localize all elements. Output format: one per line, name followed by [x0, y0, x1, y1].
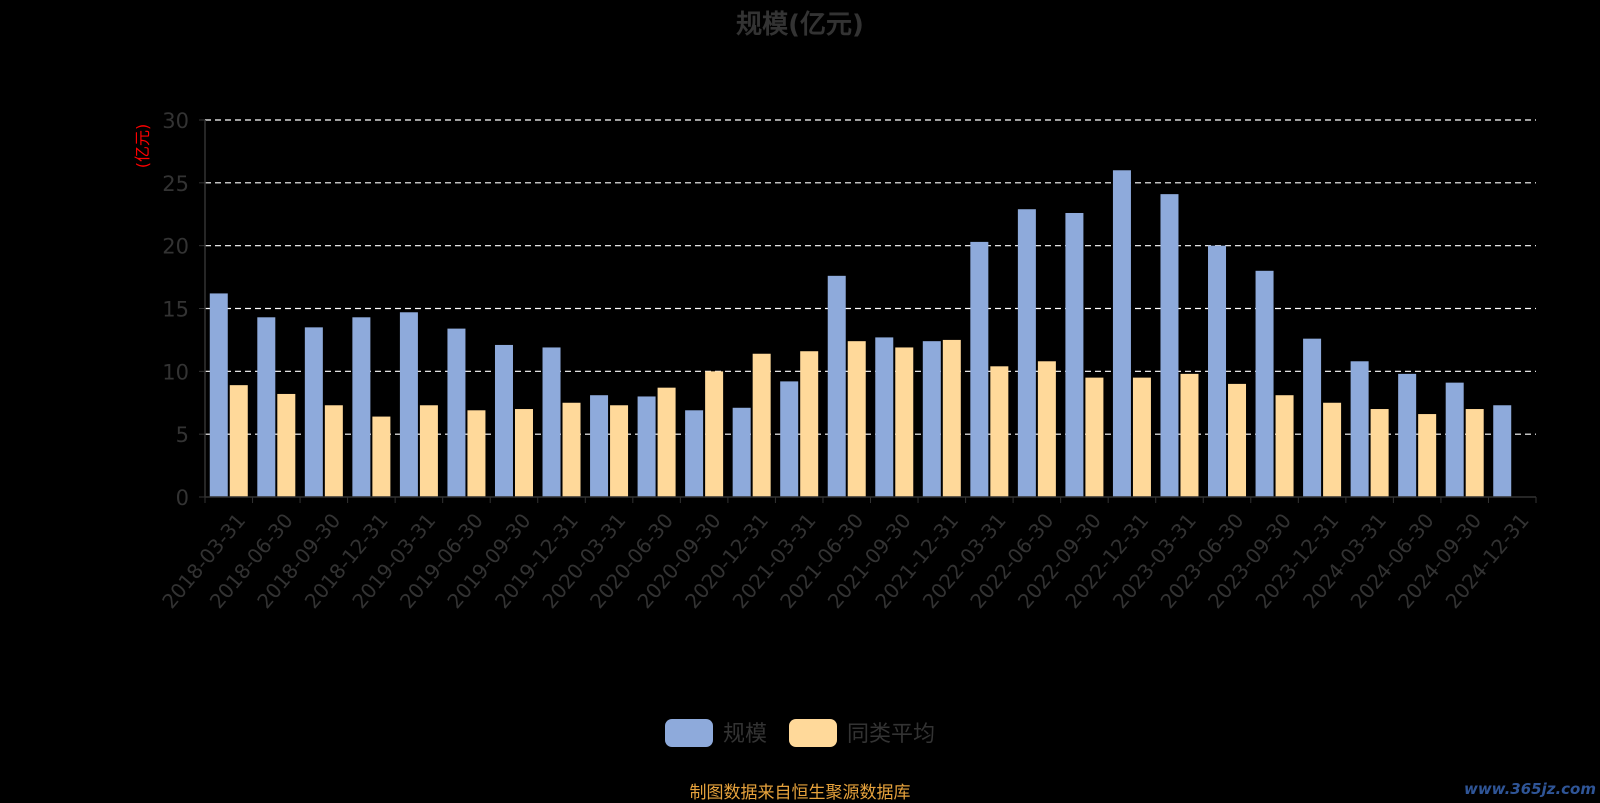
bar-scale: [922, 341, 941, 497]
y-tick-label: 10: [162, 360, 189, 384]
bar-scale: [1493, 405, 1512, 497]
chart-title: 规模(亿元): [736, 10, 864, 40]
y-tick-label: 20: [162, 235, 189, 259]
bar-scale: [1350, 361, 1369, 497]
bar-category-average: [1228, 383, 1247, 497]
y-tick-label: 25: [162, 172, 189, 196]
bar-category-average: [942, 339, 961, 497]
y-tick-label: 30: [162, 109, 189, 133]
bar-scale: [447, 328, 466, 497]
bar-scale: [542, 347, 561, 497]
bar-category-average: [610, 405, 629, 497]
bar-scale: [685, 410, 704, 497]
bar-category-average: [1132, 377, 1151, 497]
bar-category-average: [847, 341, 866, 497]
bars: [209, 170, 1512, 498]
y-tick-label: 15: [162, 298, 189, 322]
bar-category-average: [467, 410, 486, 497]
bar-category-average: [229, 385, 248, 497]
bar-category-average: [800, 351, 819, 497]
bar-category-average: [1085, 377, 1104, 497]
bar-scale: [590, 395, 609, 497]
bar-category-average: [562, 402, 581, 497]
y-axis-ticks: 0 5 10 15 20 25 30: [162, 109, 205, 510]
bar-category-average: [990, 366, 1009, 497]
bar-scale: [1303, 338, 1322, 497]
bar-category-average: [1370, 409, 1389, 497]
bar-scale: [399, 312, 418, 497]
legend-item-scale[interactable]: 规模: [665, 719, 767, 747]
bar-scale: [970, 241, 989, 497]
bar-category-average: [1037, 361, 1056, 497]
watermark: www.365jz.com: [1463, 780, 1596, 798]
bar-category-average: [1418, 414, 1437, 497]
bar-scale: [1160, 194, 1179, 498]
bar-category-average: [372, 416, 391, 497]
legend-swatch: [789, 719, 837, 747]
bar-scale: [1208, 245, 1227, 497]
legend-swatch: [665, 719, 713, 747]
legend-item-category-average[interactable]: 同类平均: [789, 719, 935, 747]
bar-category-average: [419, 405, 438, 497]
x-axis-ticks: 2018-03-312018-06-302018-09-302018-12-31…: [157, 497, 1537, 613]
bar-scale: [780, 381, 799, 497]
bar-scale: [1255, 270, 1274, 497]
gridlines: [205, 119, 1536, 435]
bar-scale: [1112, 170, 1131, 497]
bar-category-average: [705, 371, 724, 497]
bar-category-average: [1180, 373, 1199, 497]
bar-category-average: [324, 405, 343, 497]
bar-scale: [1445, 382, 1464, 497]
bar-category-average: [1275, 395, 1294, 497]
bar-scale: [875, 337, 894, 497]
bar-category-average: [277, 393, 296, 497]
bar-category-average: [895, 347, 914, 497]
bar-scale: [209, 293, 228, 497]
legend-label: 同类平均: [847, 722, 935, 747]
bar-scale: [494, 344, 513, 497]
bar-scale: [732, 407, 751, 497]
bar-scale: [637, 396, 656, 497]
y-tick-label: 0: [176, 486, 189, 510]
y-axis-label: (亿元): [133, 124, 152, 169]
bar-scale: [304, 327, 323, 497]
bar-scale: [827, 275, 846, 497]
bar-scale: [1017, 209, 1036, 497]
bar-scale: [1065, 212, 1084, 497]
bar-scale: [257, 317, 276, 497]
bar-category-average: [514, 409, 533, 497]
bar-scale: [1398, 373, 1417, 497]
legend-label: 规模: [723, 722, 767, 747]
y-tick-label: 5: [176, 423, 189, 447]
bar-category-average: [1323, 402, 1342, 497]
bar-category-average: [752, 353, 771, 497]
bar-category-average: [657, 387, 676, 497]
legend[interactable]: 规模 同类平均: [665, 719, 935, 747]
data-source-note: 制图数据来自恒生聚源数据库: [689, 783, 911, 803]
bar-category-average: [1465, 409, 1484, 497]
bar-scale: [352, 317, 371, 497]
